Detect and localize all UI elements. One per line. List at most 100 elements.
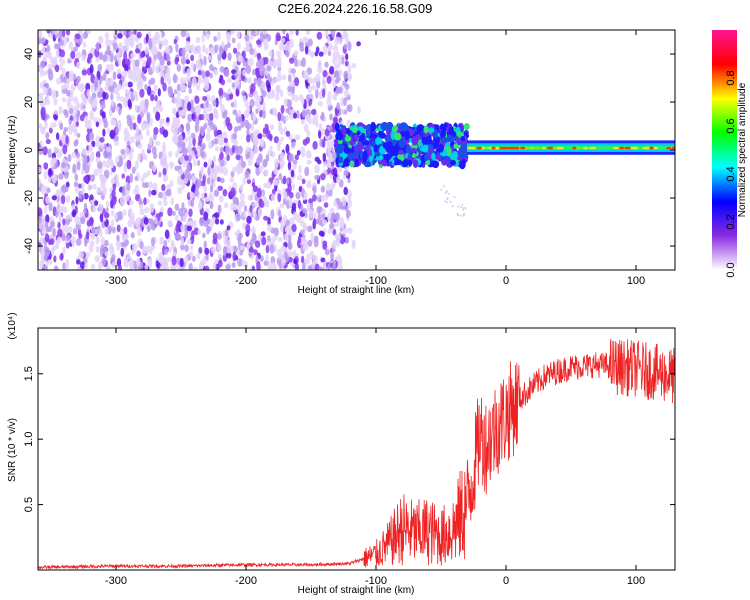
heatmap-cell [446, 190, 449, 193]
heatmap-cell [126, 252, 131, 261]
heatmap-cell [154, 140, 161, 146]
heatmap-cell [456, 131, 463, 137]
heatmap-cell [50, 220, 56, 228]
heatmap-cell [99, 137, 105, 143]
heatmap-cell [189, 251, 194, 258]
heatmap-cell [146, 115, 151, 125]
heatmap-cell [416, 124, 425, 133]
heatmap-cell [179, 257, 184, 268]
heatmap-cell [116, 92, 120, 101]
heatmap-cell [126, 183, 131, 192]
heatmap-cell [533, 146, 542, 150]
heatmap-cell [226, 153, 230, 162]
heatmap-cell [342, 80, 347, 87]
heatmap-cell [248, 57, 254, 67]
heatmap-cell [343, 186, 348, 196]
heatmap-cell [180, 243, 185, 251]
heatmap-cell [167, 207, 173, 217]
heatmap-cell [92, 204, 97, 213]
heatmap-cell [287, 229, 293, 236]
heatmap-cell [246, 215, 252, 224]
heatmap-cell [326, 35, 331, 44]
heatmap-cell [452, 150, 458, 160]
heatmap-cell [214, 44, 219, 54]
heatmap-cell [38, 207, 43, 217]
heatmap-cell [406, 159, 413, 166]
heatmap-cell [53, 255, 57, 263]
heatmap-cell [73, 96, 79, 104]
heatmap-cell [237, 206, 242, 215]
heatmap-cell [334, 108, 339, 117]
heatmap-cell [282, 44, 289, 51]
heatmap-cell [38, 242, 42, 248]
heatmap-cell [105, 200, 110, 208]
heatmap-cell [127, 98, 132, 108]
heatmap-cell [328, 152, 334, 162]
heatmap-cell [146, 225, 151, 233]
heatmap-cell [100, 100, 106, 110]
heatmap-cell [88, 217, 94, 225]
heatmap-cell [78, 183, 82, 189]
heatmap-cell [253, 201, 260, 207]
heatmap-cell [59, 62, 64, 71]
heatmap-cell [230, 187, 236, 197]
heatmap-cell [184, 229, 189, 239]
heatmap-cell [336, 102, 341, 111]
heatmap-cell [314, 156, 320, 163]
heatmap-cell [383, 153, 392, 161]
heatmap-cell [327, 50, 332, 57]
heatmap-cell [270, 193, 276, 202]
heatmap-cell [224, 145, 230, 156]
heatmap-cell [272, 235, 278, 241]
heatmap-cell [61, 225, 65, 234]
heatmap-cell [60, 84, 67, 90]
heatmap-cell [296, 109, 300, 119]
heatmap-cell [137, 134, 144, 140]
heatmap-cell [180, 84, 187, 92]
heatmap-cell [68, 108, 74, 115]
heatmap-cell [297, 199, 302, 209]
heatmap-cell [120, 247, 125, 257]
heatmap-cell [150, 94, 155, 102]
heatmap-cell [203, 161, 208, 168]
heatmap-cell [65, 218, 71, 225]
heatmap-cell [192, 160, 197, 167]
heatmap-cell [320, 194, 325, 202]
heatmap-cell [321, 213, 326, 220]
heatmap-cell [186, 239, 192, 245]
heatmap-cell [327, 91, 332, 99]
heatmap-cell [74, 138, 79, 146]
heatmap-cell [88, 131, 95, 141]
heatmap-cell [212, 182, 216, 188]
heatmap-cell [279, 89, 284, 98]
heatmap-cell [50, 123, 54, 129]
heatmap-cell [467, 146, 475, 150]
heatmap-cell [43, 264, 48, 270]
heatmap-cell [232, 203, 238, 211]
heatmap-cell [290, 169, 295, 178]
heatmap-cell [58, 30, 63, 40]
heatmap-cell [206, 218, 211, 225]
heatmap-cell [146, 57, 152, 67]
heatmap-cell [122, 185, 126, 192]
heatmap-cell [124, 239, 129, 246]
x-tick-label: -200 [235, 575, 257, 587]
heatmap-cell [307, 76, 313, 85]
heatmap-cell [307, 225, 313, 233]
heatmap-cell [334, 212, 341, 222]
heatmap-cell [52, 227, 56, 238]
heatmap-cell [343, 157, 351, 167]
heatmap-cell [59, 49, 66, 58]
heatmap-cell [246, 105, 251, 113]
heatmap-cell [321, 76, 326, 87]
heatmap-cell [161, 118, 166, 125]
heatmap-cell [144, 46, 149, 55]
heatmap-cell [129, 136, 135, 144]
heatmap-cell [398, 138, 406, 148]
heatmap-cell [246, 122, 252, 130]
heatmap-cell [263, 215, 269, 221]
heatmap-cell [219, 219, 224, 225]
heatmap-cell [339, 234, 345, 245]
heatmap-cell [72, 163, 77, 174]
heatmap-cell [176, 233, 182, 241]
